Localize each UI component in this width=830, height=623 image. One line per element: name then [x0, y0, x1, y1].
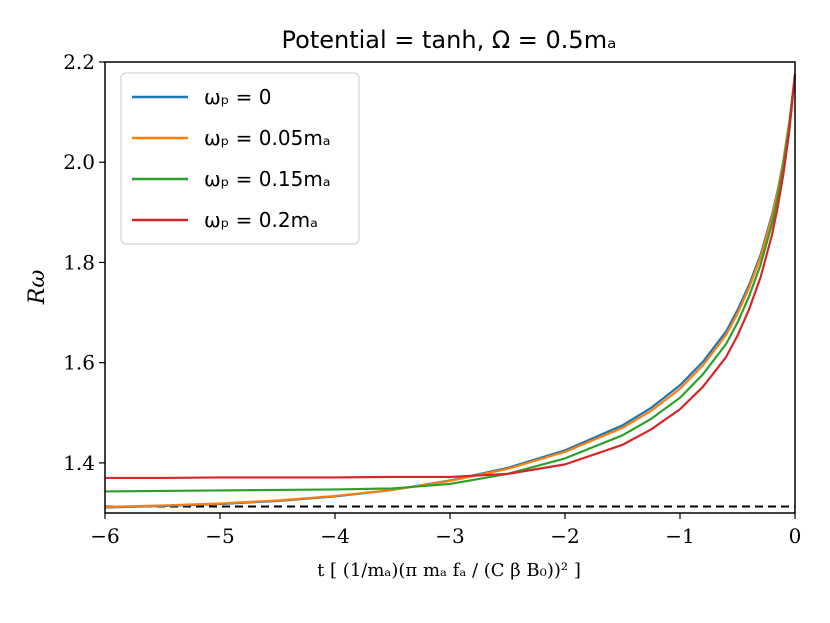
x-tick-label: −3: [435, 524, 464, 548]
x-tick-label: −5: [205, 524, 234, 548]
y-axis-label: Rω: [25, 270, 50, 306]
legend-label-2: ωₚ = 0.15mₐ: [204, 167, 331, 191]
chart-title: Potential = tanh, Ω = 0.5mₐ: [282, 26, 617, 54]
x-tick-label: −2: [550, 524, 579, 548]
y-tick-label: 2.0: [63, 150, 95, 174]
x-tick-label: −6: [90, 524, 119, 548]
x-tick-label: −1: [665, 524, 694, 548]
series-line-1: [104, 74, 797, 509]
legend-label-3: ωₚ = 0.2mₐ: [204, 208, 318, 232]
x-tick-label: 0: [789, 524, 802, 548]
y-tick-label: 1.6: [63, 351, 95, 375]
y-tick-label: 2.2: [63, 50, 95, 74]
legend: ωₚ = 0 ωₚ = 0.05mₐ ωₚ = 0.15mₐ ωₚ = 0.2mₐ: [120, 72, 360, 245]
y-tick-label: 1.8: [63, 250, 95, 274]
x-axis-label: t [ (1/mₐ)(π mₐ fₐ / (C β B₀))² ]: [317, 560, 581, 581]
legend-label-0: ωₚ = 0: [204, 85, 272, 109]
legend-label-1: ωₚ = 0.05mₐ: [204, 126, 331, 150]
series-line-2: [104, 74, 797, 493]
legend-box: [120, 72, 360, 245]
x-tick-label: −4: [320, 524, 349, 548]
series-line-3: [105, 74, 797, 480]
y-tick-label: 1.4: [63, 451, 95, 475]
